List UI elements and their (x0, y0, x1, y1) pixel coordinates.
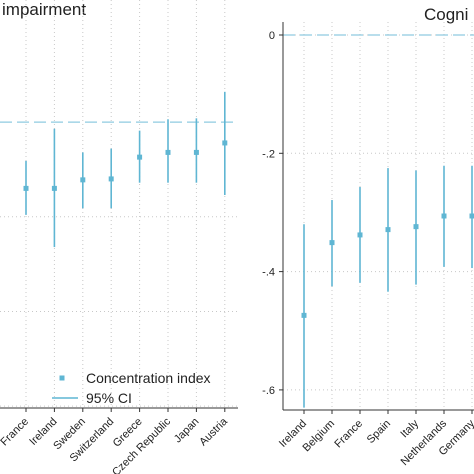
legend-label: 95% CI (86, 390, 132, 406)
chart-title: Cogni (424, 5, 468, 24)
point (469, 213, 474, 219)
legend-swatch (59, 375, 65, 381)
point (108, 176, 114, 182)
point (23, 185, 29, 191)
point (222, 140, 228, 146)
point (137, 154, 143, 160)
point (193, 149, 199, 155)
point (413, 224, 419, 230)
y-tick-label: -.4 (262, 267, 275, 279)
chart-title: impairment (2, 0, 86, 19)
point (357, 232, 363, 238)
point (301, 312, 307, 318)
point (385, 227, 391, 233)
point (80, 177, 86, 183)
point (165, 149, 171, 155)
point (441, 213, 447, 219)
point (51, 185, 57, 191)
point (329, 240, 335, 246)
legend-label: Concentration index (86, 370, 211, 386)
y-tick-label: -.6 (262, 385, 275, 397)
y-tick-label: 0 (269, 30, 275, 42)
y-tick-label: -.2 (262, 148, 275, 160)
